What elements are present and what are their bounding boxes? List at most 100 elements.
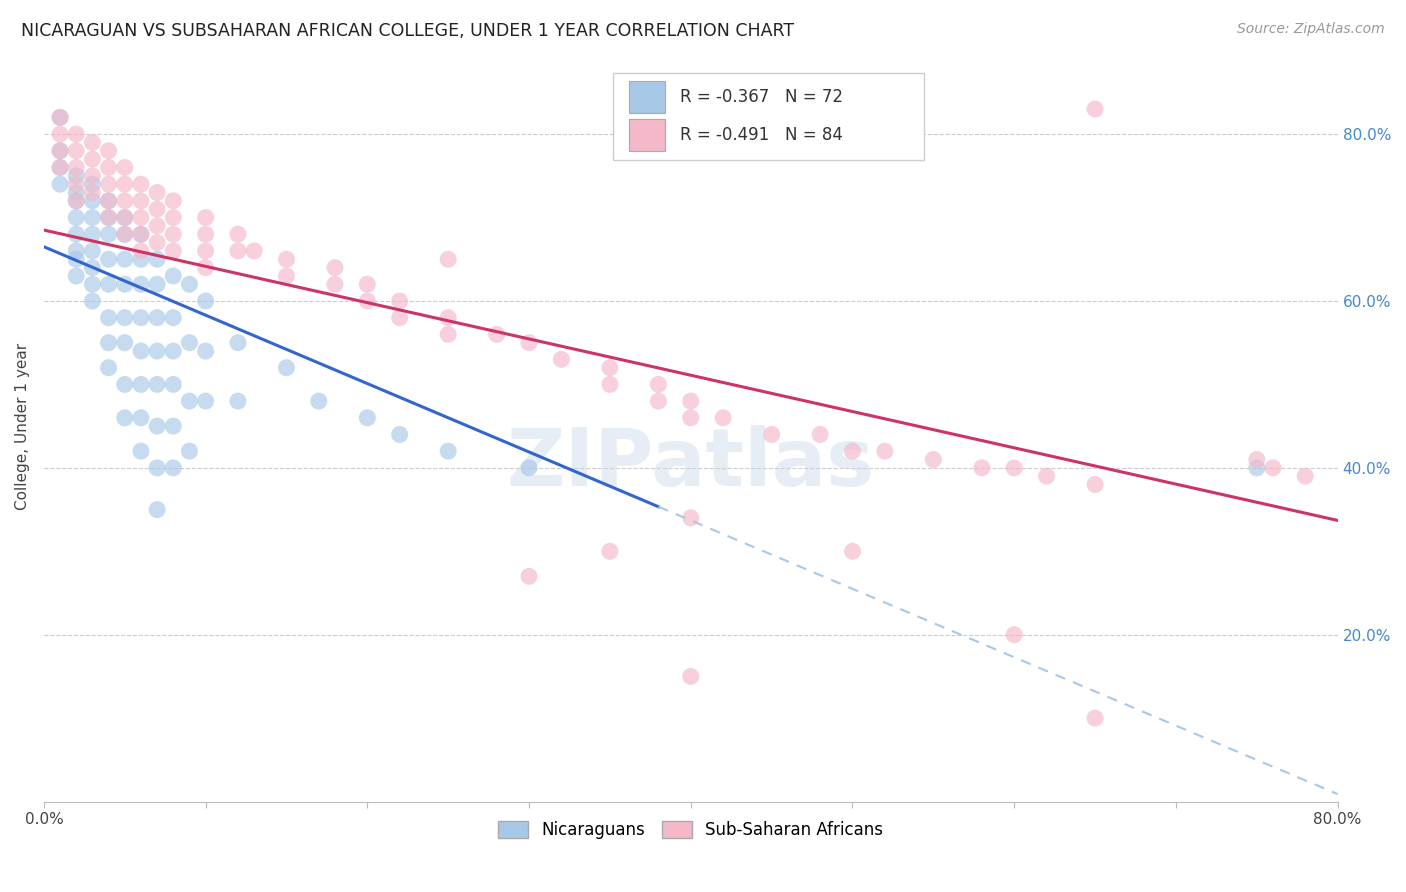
Point	[162, 244, 184, 258]
Point	[49, 127, 72, 141]
Point	[194, 244, 217, 258]
Point	[65, 211, 87, 225]
Point	[679, 410, 702, 425]
Point	[129, 344, 152, 359]
Point	[873, 444, 896, 458]
Point	[114, 335, 136, 350]
Point	[97, 177, 120, 191]
Point	[1002, 460, 1025, 475]
Point	[82, 244, 104, 258]
Point	[97, 211, 120, 225]
Point	[226, 394, 249, 409]
Point	[129, 177, 152, 191]
Point	[162, 268, 184, 283]
Point	[679, 669, 702, 683]
Point	[517, 569, 540, 583]
Point	[65, 177, 87, 191]
Point	[82, 169, 104, 183]
Point	[194, 344, 217, 359]
Point	[146, 502, 169, 516]
Point	[49, 144, 72, 158]
Point	[129, 227, 152, 242]
Point	[194, 394, 217, 409]
Point	[114, 252, 136, 267]
Point	[194, 293, 217, 308]
Point	[97, 310, 120, 325]
Point	[1294, 469, 1316, 483]
Point	[922, 452, 945, 467]
Point	[970, 460, 993, 475]
Text: R = -0.367   N = 72: R = -0.367 N = 72	[681, 88, 844, 106]
Point	[82, 194, 104, 208]
Point	[485, 327, 508, 342]
Point	[82, 177, 104, 191]
Point	[437, 252, 460, 267]
Point	[146, 460, 169, 475]
Point	[388, 293, 411, 308]
Point	[276, 360, 298, 375]
Point	[129, 227, 152, 242]
Point	[82, 186, 104, 200]
Point	[179, 394, 201, 409]
Point	[808, 427, 831, 442]
Point	[146, 252, 169, 267]
Point	[146, 235, 169, 250]
Point	[97, 277, 120, 292]
Point	[437, 310, 460, 325]
Point	[761, 427, 783, 442]
Point	[146, 419, 169, 434]
Point	[226, 335, 249, 350]
Point	[388, 310, 411, 325]
Point	[179, 335, 201, 350]
Point	[146, 219, 169, 233]
Point	[162, 310, 184, 325]
Point	[129, 211, 152, 225]
Point	[162, 194, 184, 208]
Y-axis label: College, Under 1 year: College, Under 1 year	[15, 343, 30, 509]
Point	[114, 211, 136, 225]
Point	[97, 194, 120, 208]
Point	[82, 293, 104, 308]
Point	[129, 377, 152, 392]
Point	[129, 244, 152, 258]
Point	[114, 177, 136, 191]
Point	[841, 544, 863, 558]
Point	[114, 227, 136, 242]
Point	[162, 211, 184, 225]
Point	[323, 277, 346, 292]
Point	[243, 244, 266, 258]
Point	[194, 260, 217, 275]
Point	[114, 377, 136, 392]
Point	[129, 444, 152, 458]
Point	[647, 394, 669, 409]
Point	[82, 260, 104, 275]
Point	[97, 144, 120, 158]
Point	[1246, 452, 1268, 467]
Point	[82, 136, 104, 150]
Point	[1084, 477, 1107, 491]
Point	[679, 511, 702, 525]
Point	[65, 252, 87, 267]
Point	[65, 186, 87, 200]
Point	[82, 227, 104, 242]
Point	[226, 227, 249, 242]
Text: R = -0.491   N = 84: R = -0.491 N = 84	[681, 126, 844, 144]
Point	[65, 227, 87, 242]
Legend: Nicaraguans, Sub-Saharan Africans: Nicaraguans, Sub-Saharan Africans	[492, 814, 890, 846]
Point	[179, 277, 201, 292]
Point	[437, 327, 460, 342]
Point	[114, 277, 136, 292]
Point	[82, 211, 104, 225]
Point	[599, 377, 621, 392]
Point	[711, 410, 734, 425]
Point	[146, 277, 169, 292]
Point	[49, 161, 72, 175]
Point	[356, 277, 378, 292]
Point	[97, 360, 120, 375]
Point	[65, 194, 87, 208]
Point	[226, 244, 249, 258]
Point	[65, 194, 87, 208]
Point	[114, 194, 136, 208]
Point	[323, 260, 346, 275]
Point	[1261, 460, 1284, 475]
